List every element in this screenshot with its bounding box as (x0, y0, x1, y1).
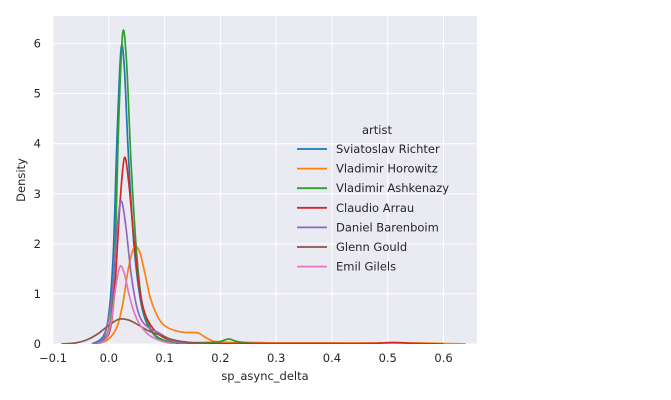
x-tick-label: 0.4 (323, 351, 341, 365)
series-layer (61, 29, 466, 344)
y-tick-label: 1 (34, 287, 41, 301)
x-axis-ticks: −0.1 0.0 0.1 0.2 0.3 0.4 0.5 0.6 (39, 351, 453, 365)
series-line-glenn-gould (61, 318, 210, 344)
y-tick-label: 5 (34, 87, 41, 101)
x-tick-label: 0.5 (379, 351, 397, 365)
legend-title: artist (362, 123, 392, 137)
plot-background (53, 16, 477, 344)
x-tick-label: 0.0 (100, 351, 118, 365)
legend: artist Sviatoslav Richter Vladimir Horowi… (297, 123, 449, 274)
legend-label-vladimir-horowitz: Vladimir Horowitz (336, 162, 438, 176)
legend-label-glenn-gould: Glenn Gould (336, 240, 407, 254)
legend-label-emil-gilels: Emil Gilels (336, 260, 396, 274)
grid (52, 16, 477, 345)
y-tick-label: 2 (34, 237, 41, 251)
y-tick-label: 4 (34, 137, 41, 151)
x-tick-label: 0.6 (434, 351, 452, 365)
y-tick-label: 0 (34, 337, 41, 351)
x-tick-label: 0.1 (155, 351, 173, 365)
y-tick-label: 6 (34, 37, 41, 51)
x-tick-label: 0.3 (267, 351, 285, 365)
y-axis-label: Density (14, 158, 28, 202)
x-tick-label: 0.2 (211, 351, 229, 365)
x-axis-label: sp_async_delta (221, 369, 308, 383)
y-tick-label: 3 (34, 187, 41, 201)
legend-label-daniel-barenboim: Daniel Barenboim (336, 220, 439, 234)
legend-label-vladimir-ashkenazy: Vladimir Ashkenazy (336, 181, 449, 195)
series-line-emil-gilels (97, 264, 176, 344)
y-axis-ticks: 0 1 2 3 4 5 6 (34, 37, 41, 351)
legend-label-sviatoslav-richter: Sviatoslav Richter (336, 142, 440, 156)
legend-label-claudio-arrau: Claudio Arrau (336, 201, 414, 215)
x-tick-label: −0.1 (39, 351, 67, 365)
